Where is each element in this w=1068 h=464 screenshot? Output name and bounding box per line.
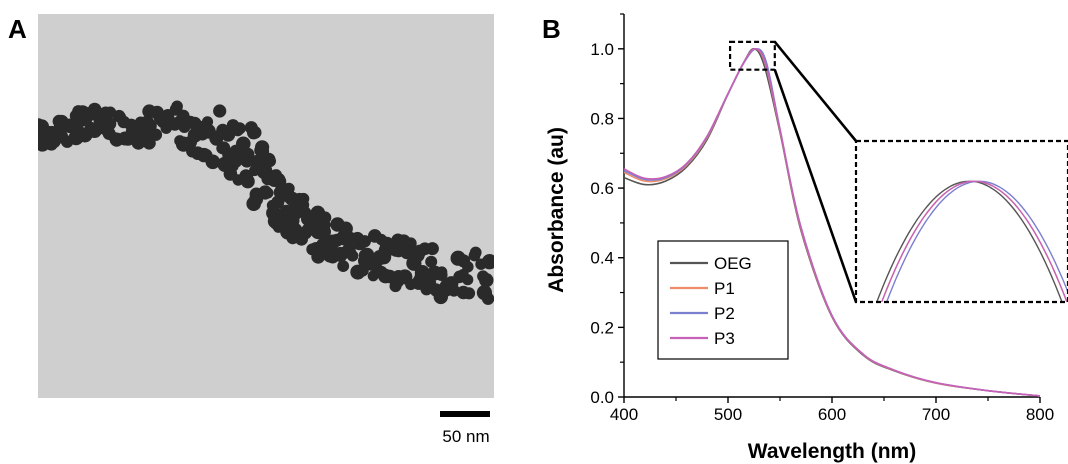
nanoparticle <box>247 126 261 140</box>
legend-label-oeg: OEG <box>714 254 752 273</box>
legend-box <box>657 240 789 360</box>
nanoparticle <box>337 260 350 272</box>
x-tick-label: 800 <box>1026 405 1054 424</box>
x-tick-label: 600 <box>818 405 846 424</box>
legend-label-p3: P3 <box>714 329 735 348</box>
nanoparticle <box>298 206 312 220</box>
nanoparticle <box>236 136 251 152</box>
nanoparticle <box>481 254 494 270</box>
nanoparticle <box>205 154 221 170</box>
nanoparticle <box>171 100 183 113</box>
x-tick-label: 400 <box>610 405 638 424</box>
nanoparticle <box>338 221 353 236</box>
zoom-region-box <box>728 40 776 71</box>
nanoparticle <box>425 255 438 268</box>
chart-legend: OEG P1 P2 P3 <box>657 240 789 360</box>
zoom-connector-top <box>773 41 858 142</box>
nanoparticle <box>389 280 402 293</box>
y-tick-label: 0.2 <box>590 318 614 337</box>
nanoparticle <box>201 116 214 128</box>
nanoparticle <box>108 132 121 144</box>
series-line-p3 <box>623 47 1041 397</box>
y-tick-label: 0.6 <box>590 179 614 198</box>
inset-zoom <box>728 40 1068 304</box>
nanoparticle <box>378 243 394 258</box>
inset-background <box>856 141 1068 302</box>
panel-a-label: A <box>8 14 27 44</box>
nanoparticle <box>213 104 227 118</box>
legend-label-p1: P1 <box>714 279 735 298</box>
nanoparticle <box>462 261 474 273</box>
nanoparticle <box>479 273 494 288</box>
nanoparticle <box>258 185 273 200</box>
nanoparticle <box>87 123 102 138</box>
nanoparticle <box>469 246 482 259</box>
legend-label-p2: P2 <box>714 304 735 323</box>
nanoparticle <box>435 268 448 281</box>
x-tick-label: 700 <box>922 405 950 424</box>
inset-curves <box>876 180 1068 302</box>
nanoparticle <box>404 237 417 250</box>
nanoparticle <box>149 128 163 141</box>
y-tick-label: 0.8 <box>590 109 614 128</box>
nanoparticle-chain <box>38 100 494 305</box>
x-tick-label: 500 <box>714 405 742 424</box>
nanoparticle <box>481 292 494 305</box>
nanoparticle <box>358 235 371 248</box>
nanoparticle <box>462 287 476 300</box>
nanoparticle <box>221 128 236 142</box>
nanoparticle <box>425 242 439 256</box>
nanoparticle <box>93 114 106 127</box>
nanoparticle <box>462 274 474 286</box>
nanoparticle <box>319 219 331 231</box>
nanoparticle <box>262 152 276 166</box>
y-axis-title: Absorbance (au) <box>545 127 568 293</box>
chart-axes: 400 500 600 700 800 0.0 0.2 0.4 0.6 0.8 1.0 <box>590 13 1054 424</box>
nanoparticle <box>346 250 359 262</box>
y-tick-label: 1.0 <box>590 40 614 59</box>
inset-line-p2 <box>885 180 1068 302</box>
nanoparticle <box>240 154 254 168</box>
scale-bar-label: 50 nm <box>442 427 490 446</box>
y-tick-label: 0.4 <box>590 249 614 268</box>
inset-frame <box>854 139 1068 304</box>
tem-micrograph <box>38 14 494 398</box>
nanoparticle <box>103 117 117 131</box>
x-axis-title: Wavelength (nm) <box>748 440 916 463</box>
panel-b-label: B <box>542 14 561 44</box>
chart-series <box>623 47 1041 397</box>
nanoparticle <box>241 172 254 184</box>
inset-line-p3 <box>880 180 1068 302</box>
zoom-connector-bottom <box>773 69 858 303</box>
y-tick-label: 0.0 <box>590 388 614 407</box>
nanoparticle <box>311 249 326 264</box>
inset-line-oeg <box>876 180 1063 302</box>
nanoparticle <box>233 122 246 135</box>
scale-bar <box>440 411 490 417</box>
